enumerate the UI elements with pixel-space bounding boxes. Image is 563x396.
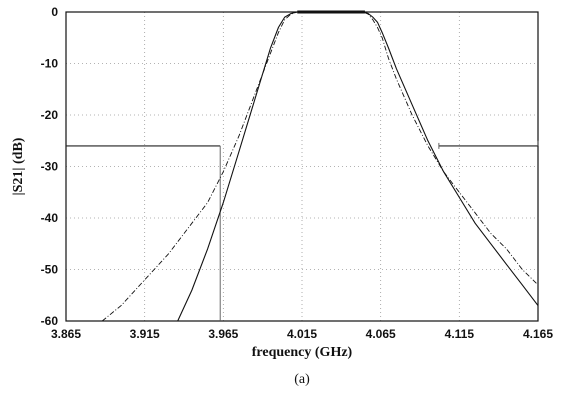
x-tick-label: 4.015 (287, 327, 317, 341)
x-tick-label: 3.965 (208, 327, 238, 341)
figure-caption: (a) (294, 372, 310, 387)
series-dashed-line (101, 11, 539, 322)
y-tick-label: -40 (41, 211, 59, 225)
x-axis-label: frequency (GHz) (252, 345, 353, 360)
x-tick-label: 3.915 (130, 327, 160, 341)
y-tick-label: -50 (41, 263, 59, 277)
grid (65, 11, 539, 322)
spec-mask-group (66, 140, 539, 321)
y-tick-labels: 0 -10 -20 -30 -40 -50 -60 (41, 5, 59, 328)
x-tick-labels: 3.865 3.915 3.965 4.015 4.065 4.115 4.165 (51, 327, 553, 341)
x-tick-label: 4.065 (366, 327, 396, 341)
y-tick-label: -10 (41, 57, 59, 71)
y-tick-label: -30 (41, 160, 59, 174)
x-tick-label: 4.115 (445, 327, 475, 341)
y-tick-label: -60 (41, 314, 59, 328)
series-group (101, 10, 539, 322)
x-tick-label: 3.865 (51, 327, 81, 341)
y-tick-label: -20 (41, 108, 59, 122)
x-tick-label: 4.165 (523, 327, 553, 341)
y-tick-label: 0 (51, 5, 58, 19)
y-axis-label: |S21| (dB) (11, 137, 26, 195)
series-solid-line (177, 11, 539, 322)
